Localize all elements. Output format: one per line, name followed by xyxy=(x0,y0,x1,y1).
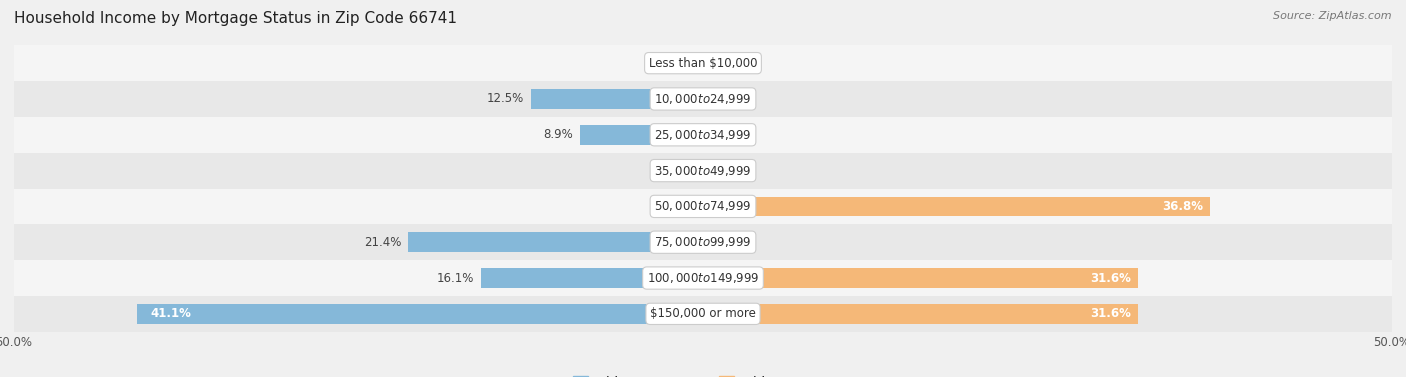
Bar xyxy=(14,224,1392,260)
Text: 16.1%: 16.1% xyxy=(437,271,474,285)
Bar xyxy=(531,89,703,109)
Bar xyxy=(14,45,1392,81)
Text: 41.1%: 41.1% xyxy=(150,307,191,320)
Text: 0.0%: 0.0% xyxy=(710,92,740,106)
Bar xyxy=(14,260,1392,296)
Text: $75,000 to $99,999: $75,000 to $99,999 xyxy=(654,235,752,249)
Text: Household Income by Mortgage Status in Zip Code 66741: Household Income by Mortgage Status in Z… xyxy=(14,11,457,26)
Text: 0.0%: 0.0% xyxy=(710,164,740,177)
Bar xyxy=(703,304,1139,324)
Bar xyxy=(136,304,703,324)
Text: 36.8%: 36.8% xyxy=(1163,200,1204,213)
Text: 12.5%: 12.5% xyxy=(486,92,524,106)
Text: $50,000 to $74,999: $50,000 to $74,999 xyxy=(654,199,752,213)
Text: 0.0%: 0.0% xyxy=(710,236,740,249)
Text: 21.4%: 21.4% xyxy=(364,236,401,249)
Bar xyxy=(703,268,1139,288)
Text: $25,000 to $34,999: $25,000 to $34,999 xyxy=(654,128,752,142)
Text: 0.0%: 0.0% xyxy=(666,57,696,70)
Legend: Without Mortgage, With Mortgage: Without Mortgage, With Mortgage xyxy=(574,375,832,377)
Text: $100,000 to $149,999: $100,000 to $149,999 xyxy=(647,271,759,285)
Bar xyxy=(408,232,703,252)
Bar xyxy=(581,125,703,145)
Text: $10,000 to $24,999: $10,000 to $24,999 xyxy=(654,92,752,106)
Text: Less than $10,000: Less than $10,000 xyxy=(648,57,758,70)
Text: 0.0%: 0.0% xyxy=(710,128,740,141)
Bar xyxy=(14,153,1392,188)
Bar xyxy=(14,117,1392,153)
Bar xyxy=(14,296,1392,332)
Text: 0.0%: 0.0% xyxy=(666,200,696,213)
Text: 31.6%: 31.6% xyxy=(1091,271,1132,285)
Bar xyxy=(14,81,1392,117)
Text: 8.9%: 8.9% xyxy=(544,128,574,141)
Text: 0.0%: 0.0% xyxy=(666,164,696,177)
Text: 0.0%: 0.0% xyxy=(710,57,740,70)
Bar xyxy=(481,268,703,288)
Text: 31.6%: 31.6% xyxy=(1091,307,1132,320)
Bar xyxy=(703,196,1211,216)
Bar xyxy=(14,188,1392,224)
Text: $35,000 to $49,999: $35,000 to $49,999 xyxy=(654,164,752,178)
Text: Source: ZipAtlas.com: Source: ZipAtlas.com xyxy=(1274,11,1392,21)
Text: $150,000 or more: $150,000 or more xyxy=(650,307,756,320)
